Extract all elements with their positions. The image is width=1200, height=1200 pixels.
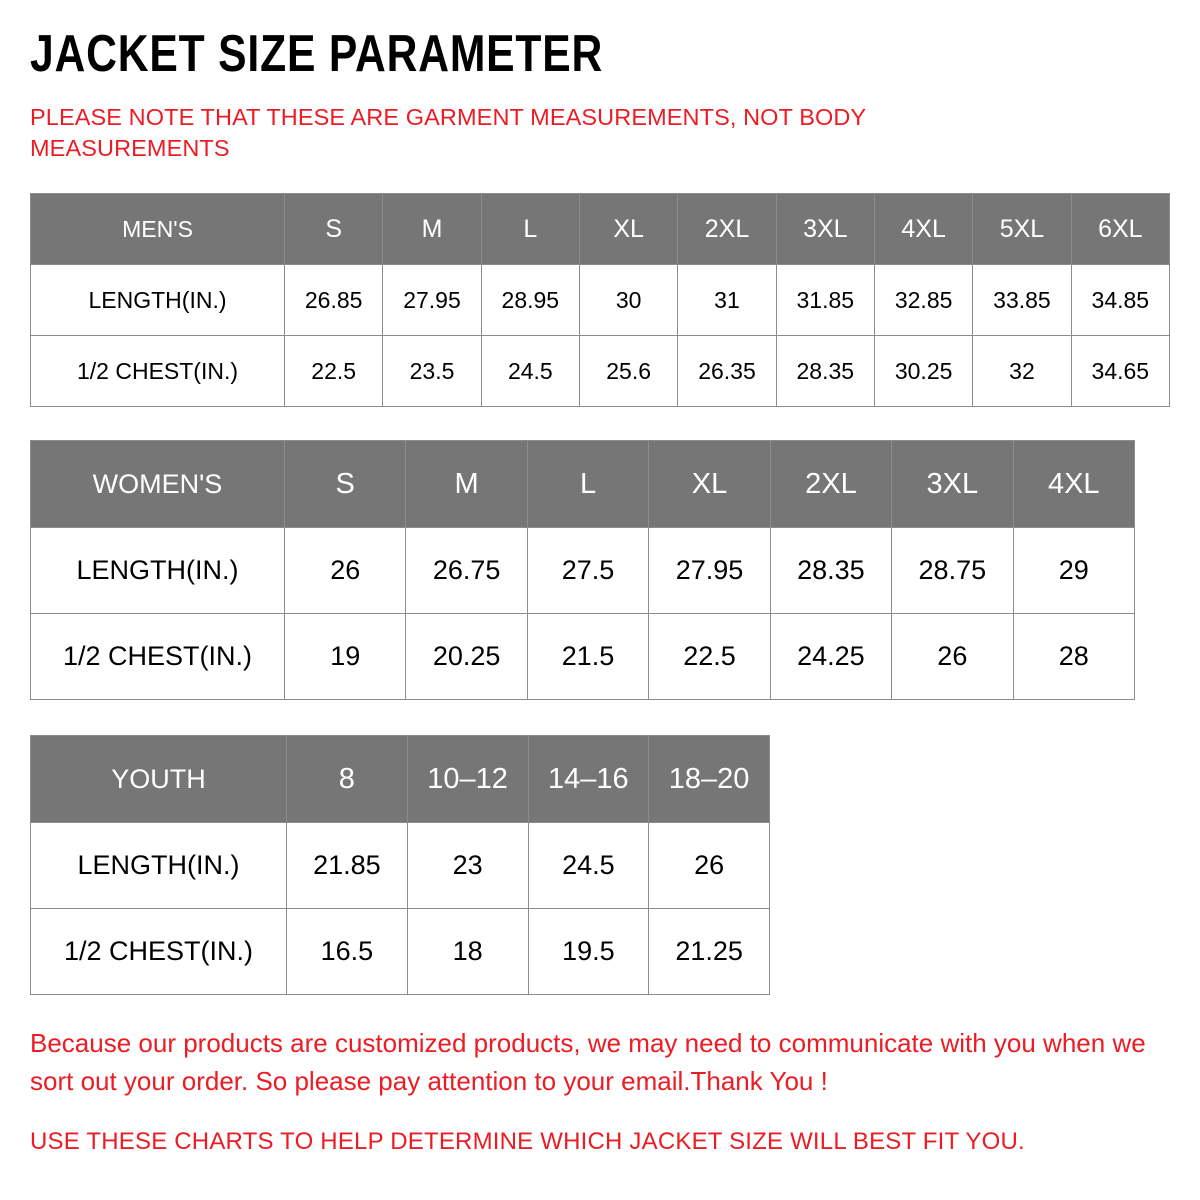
measurement-cell: 28.35 — [769, 527, 893, 615]
mens-table-header: MEN'S S M L XL 2XL 3XL 4XL 5XL 6XL — [30, 193, 1171, 266]
youth-table-name: YOUTH — [30, 735, 287, 824]
measurement-cell: 30 — [578, 264, 679, 337]
column-header-4xl: 4XL — [873, 193, 974, 266]
column-header-5xl: 5XL — [972, 193, 1072, 266]
measurement-cell: 24.5 — [527, 822, 650, 910]
column-header-4xl: 4XL — [1012, 440, 1136, 529]
table-header-row: MEN'S S M L XL 2XL 3XL 4XL 5XL 6XL — [30, 193, 1171, 266]
measurement-cell: 28.35 — [775, 335, 875, 408]
column-header-m: M — [382, 193, 482, 266]
measurement-cell: 16.5 — [286, 908, 408, 996]
womens-size-table: WOMEN'S S M L XL 2XL 3XL 4XL LENGTH(IN.) 26 26.75… — [30, 440, 1136, 701]
row-label: LENGTH(IN.) — [30, 527, 285, 615]
measurement-cell: 24.5 — [480, 335, 580, 408]
youth-table-header: YOUTH 8 10–12 14–16 18–20 — [30, 735, 770, 824]
measurement-cell: 26.85 — [283, 264, 384, 337]
charts-usage-note: USE THESE CHARTS TO HELP DETERMINE WHICH… — [30, 1128, 1025, 1156]
measurement-cell: 24.25 — [769, 613, 893, 701]
measurement-cell: 28.95 — [480, 264, 580, 337]
measurement-cell: 20.25 — [405, 613, 528, 701]
table-row: 1/2 CHEST(IN.) 19 20.25 21.5 22.5 24.25 26 28 — [30, 613, 1136, 701]
measurement-cell: 23 — [406, 822, 529, 910]
table-header-row: YOUTH 8 10–12 14–16 18–20 — [30, 735, 770, 824]
mens-size-table: MEN'S S M L XL 2XL 3XL 4XL 5XL 6XL LENGTH(IN.) 26.… — [30, 193, 1171, 408]
womens-table-name: WOMEN'S — [30, 440, 285, 529]
column-header-10-12: 10–12 — [406, 735, 529, 824]
row-label: 1/2 CHEST(IN.) — [30, 613, 285, 701]
measurement-cell: 26.75 — [405, 527, 528, 615]
column-header-14-16: 14–16 — [527, 735, 650, 824]
row-label: LENGTH(IN.) — [30, 822, 287, 910]
column-header-l: L — [526, 440, 650, 529]
youth-table-body: LENGTH(IN.) 21.85 23 24.5 26 1/2 CHEST(IN.) 16… — [30, 822, 770, 996]
measurement-cell: 21.85 — [286, 822, 408, 910]
measurement-cell: 22.5 — [648, 613, 771, 701]
measurement-cell: 23.5 — [382, 335, 482, 408]
measurement-cell: 27.5 — [526, 527, 650, 615]
table-row: LENGTH(IN.) 21.85 23 24.5 26 — [30, 822, 770, 910]
page-title: JACKET SIZE PARAMETER — [30, 25, 604, 83]
column-header-8: 8 — [286, 735, 408, 824]
footer-notes: Because our products are customized prod… — [30, 1025, 1170, 1158]
measurement-disclaimer: PLEASE NOTE THAT THESE ARE GARMENT MEASU… — [30, 104, 866, 161]
measurement-cell: 26 — [283, 527, 407, 615]
measurement-cell: 34.65 — [1070, 335, 1171, 408]
column-header-s: S — [283, 193, 384, 266]
measurement-cell: 28 — [1012, 613, 1136, 701]
measurement-cell: 19 — [283, 613, 407, 701]
measurement-cell: 30.25 — [873, 335, 974, 408]
column-header-xl: XL — [578, 193, 679, 266]
measurement-cell: 22.5 — [283, 335, 384, 408]
table-row: 1/2 CHEST(IN.) 16.5 18 19.5 21.25 — [30, 908, 770, 996]
column-header-l: L — [480, 193, 580, 266]
measurement-cell: 33.85 — [972, 264, 1072, 337]
womens-table-body: LENGTH(IN.) 26 26.75 27.5 27.95 28.35 28.75 29 1… — [30, 527, 1136, 701]
measurement-cell: 29 — [1012, 527, 1136, 615]
table-row: LENGTH(IN.) 26 26.75 27.5 27.95 28.35 28.75 29 — [30, 527, 1136, 615]
measurement-cell: 26 — [648, 822, 770, 910]
measurement-cell: 21.25 — [648, 908, 770, 996]
measurement-cell: 34.85 — [1070, 264, 1171, 337]
measurement-cell: 32 — [972, 335, 1072, 408]
column-header-3xl: 3XL — [891, 440, 1014, 529]
measurement-cell: 25.6 — [578, 335, 679, 408]
measurement-cell: 28.75 — [891, 527, 1014, 615]
measurement-cell: 18 — [406, 908, 529, 996]
column-header-s: S — [283, 440, 407, 529]
column-header-2xl: 2XL — [769, 440, 893, 529]
measurement-cell: 31 — [677, 264, 777, 337]
column-header-18-20: 18–20 — [648, 735, 770, 824]
column-header-6xl: 6XL — [1070, 193, 1171, 266]
column-header-3xl: 3XL — [775, 193, 875, 266]
measurement-cell: 27.95 — [382, 264, 482, 337]
column-header-m: M — [405, 440, 528, 529]
table-row: 1/2 CHEST(IN.) 22.5 23.5 24.5 25.6 26.35 28.35… — [30, 335, 1171, 408]
row-label: 1/2 CHEST(IN.) — [30, 908, 287, 996]
measurement-cell: 26 — [891, 613, 1014, 701]
mens-table-name: MEN'S — [30, 193, 285, 266]
measurement-cell: 26.35 — [677, 335, 777, 408]
measurement-cell: 27.95 — [648, 527, 771, 615]
mens-table-body: LENGTH(IN.) 26.85 27.95 28.95 30 31 31.85 32.85… — [30, 264, 1171, 408]
column-header-2xl: 2XL — [677, 193, 777, 266]
youth-size-table: YOUTH 8 10–12 14–16 18–20 LENGTH(IN.) 21.85 23… — [30, 735, 770, 996]
row-label: 1/2 CHEST(IN.) — [30, 335, 285, 408]
womens-table-header: WOMEN'S S M L XL 2XL 3XL 4XL — [30, 440, 1136, 529]
measurement-cell: 19.5 — [527, 908, 650, 996]
measurement-cell: 31.85 — [775, 264, 875, 337]
measurement-cell: 21.5 — [526, 613, 650, 701]
measurement-cell: 32.85 — [873, 264, 974, 337]
column-header-xl: XL — [648, 440, 771, 529]
table-header-row: WOMEN'S S M L XL 2XL 3XL 4XL — [30, 440, 1136, 529]
customization-note: Because our products are customized prod… — [30, 1028, 1146, 1096]
row-label: LENGTH(IN.) — [30, 264, 285, 337]
table-row: LENGTH(IN.) 26.85 27.95 28.95 30 31 31.85 32.85… — [30, 264, 1171, 337]
